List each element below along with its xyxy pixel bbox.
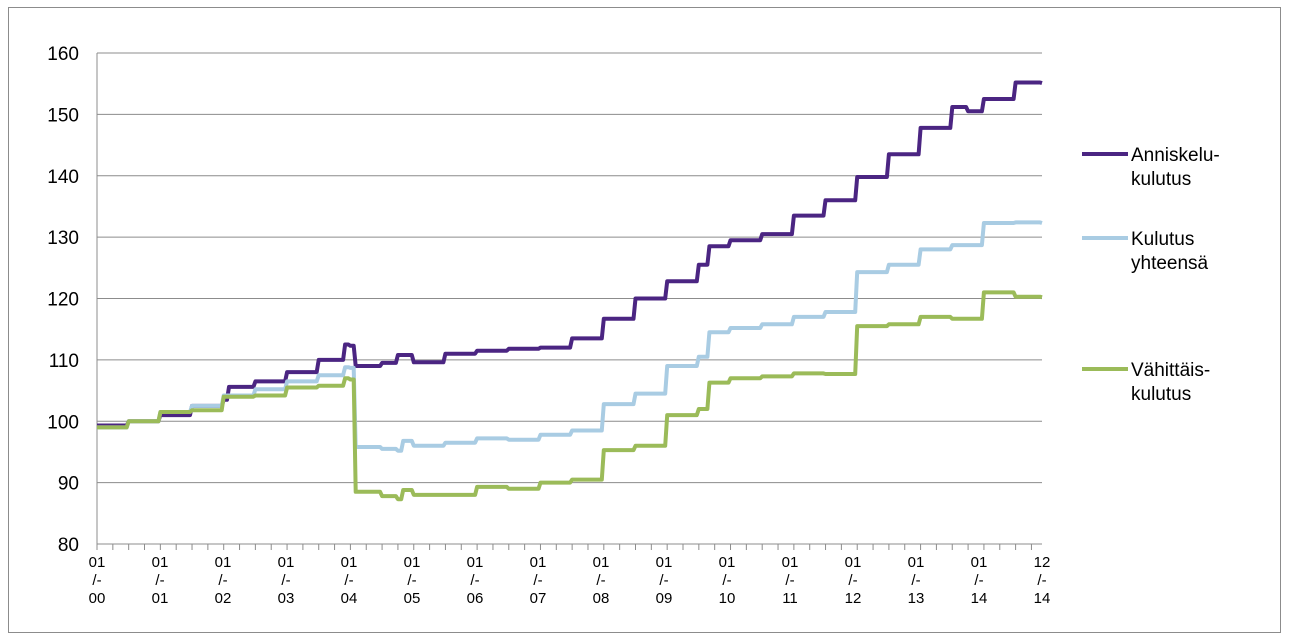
x-tick-label-0-0: 01 bbox=[89, 554, 106, 571]
x-tick-label-14-2: 14 bbox=[971, 590, 988, 607]
x-tick-label-2-2: 02 bbox=[215, 590, 232, 607]
x-tick-label-7-2: 07 bbox=[530, 590, 547, 607]
legend: Anniskelu-kulutus Kulutus yhteensä Vähittäi… bbox=[1082, 145, 1220, 405]
x-tick-label-6-1: /- bbox=[470, 572, 479, 589]
series-line-2 bbox=[97, 290, 1043, 502]
x-tick-label-12-1: /- bbox=[848, 572, 857, 589]
x-tick-label-14-0: 01 bbox=[971, 554, 988, 571]
x-tick-label-13-0: 01 bbox=[908, 554, 925, 571]
y-tick-label-80: 80 bbox=[58, 535, 79, 556]
x-tick-label-10-2: 10 bbox=[719, 590, 736, 607]
y-tick-label-100: 100 bbox=[47, 412, 79, 433]
x-tick-label-5-0: 01 bbox=[404, 554, 421, 571]
x-tick-label-11-1: /- bbox=[785, 572, 794, 589]
x-tick-label-8-2: 08 bbox=[593, 590, 610, 607]
x-tick-label-1-1: /- bbox=[155, 572, 164, 589]
x-tick-label-15-2: 14 bbox=[1034, 590, 1051, 607]
x-tick-label-3-2: 03 bbox=[278, 590, 295, 607]
legend-label-2-0: Vähittäis- bbox=[1131, 360, 1210, 381]
y-tick-label-90: 90 bbox=[58, 474, 79, 495]
y-tick-label-130: 130 bbox=[47, 228, 79, 249]
x-tick-label-2-0: 01 bbox=[215, 554, 232, 571]
x-tick-label-12-2: 12 bbox=[845, 590, 862, 607]
legend-label-0-0: Anniskelu- bbox=[1131, 145, 1220, 166]
gridlines bbox=[97, 52, 1042, 484]
x-tick-label-11-0: 01 bbox=[782, 554, 799, 571]
x-tick-label-0-2: 00 bbox=[89, 590, 106, 607]
x-tick-label-9-0: 01 bbox=[656, 554, 673, 571]
x-tick-label-13-2: 13 bbox=[908, 590, 925, 607]
x-tick-label-9-1: /- bbox=[659, 572, 668, 589]
x-tick-label-4-1: /- bbox=[344, 572, 353, 589]
legend-label-1-0: Kulutus bbox=[1131, 229, 1194, 250]
x-tick-label-3-1: /- bbox=[281, 572, 290, 589]
x-tick-labels: 01/-0001/-0101/-0201/-0301/-0401/-0501/-… bbox=[89, 554, 1051, 607]
x-tick-label-11-2: 11 bbox=[782, 590, 798, 607]
x-tick-label-8-1: /- bbox=[596, 572, 605, 589]
y-tick-label-150: 150 bbox=[47, 105, 79, 126]
x-tick-label-5-1: /- bbox=[407, 572, 416, 589]
chart-frame bbox=[8, 7, 1281, 633]
y-tick-label-110: 110 bbox=[49, 351, 79, 372]
x-tick-label-2-1: /- bbox=[218, 572, 227, 589]
series-line-1 bbox=[97, 220, 1043, 453]
x-tick-label-12-0: 01 bbox=[845, 554, 862, 571]
series-lines bbox=[97, 80, 1043, 502]
x-tick-label-15-1: /- bbox=[1037, 572, 1046, 589]
series-line-0 bbox=[97, 80, 1043, 428]
legend-label-1-1: yhteensä bbox=[1131, 253, 1209, 274]
y-tick-labels: 80 90 100 110 120 130 140 150 160 bbox=[47, 44, 79, 556]
x-tick-label-0-1: /- bbox=[92, 572, 101, 589]
x-tick-label-6-2: 06 bbox=[467, 590, 484, 607]
x-tick-label-3-0: 01 bbox=[278, 554, 295, 571]
x-tick-label-4-0: 01 bbox=[341, 554, 358, 571]
y-tick-label-140: 140 bbox=[47, 167, 79, 188]
legend-label-2-1: kulutus bbox=[1131, 384, 1191, 405]
x-tick-label-7-1: /- bbox=[533, 572, 542, 589]
y-tick-label-120: 120 bbox=[47, 290, 79, 311]
x-tick-label-5-2: 05 bbox=[404, 590, 421, 607]
x-tick-label-15-0: 12 bbox=[1034, 554, 1051, 571]
x-tick-label-1-2: 01 bbox=[152, 590, 169, 607]
x-tick-label-10-0: 01 bbox=[719, 554, 736, 571]
x-tick-label-4-2: 04 bbox=[341, 590, 358, 607]
y-tick-label-160: 160 bbox=[47, 44, 79, 65]
x-tick-label-9-2: 09 bbox=[656, 590, 673, 607]
x-tick-label-10-1: /- bbox=[722, 572, 731, 589]
x-tick-label-7-0: 01 bbox=[530, 554, 547, 571]
x-tick-label-6-0: 01 bbox=[467, 554, 484, 571]
x-tick-label-13-1: /- bbox=[911, 572, 920, 589]
x-tick-label-8-0: 01 bbox=[593, 554, 610, 571]
legend-label-0-1: kulutus bbox=[1131, 169, 1191, 190]
x-tick-label-1-0: 01 bbox=[152, 554, 169, 571]
x-tick-label-14-1: /- bbox=[974, 572, 983, 589]
axes bbox=[96, 53, 1042, 550]
